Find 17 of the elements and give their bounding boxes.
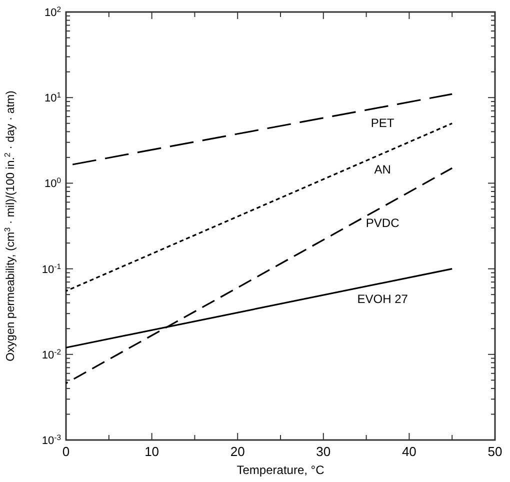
series-label: EVOH 27 <box>357 292 408 306</box>
x-tick-label: 40 <box>402 444 416 459</box>
y-tick-label: 10$^{-3}$ <box>42 432 61 447</box>
x-tick-label: 50 <box>488 444 502 459</box>
y-tick-label: 10$^{0}$ <box>44 176 61 190</box>
y-tick-label: 10$^{-1}$ <box>42 261 61 276</box>
x-tick-label: 0 <box>62 444 70 459</box>
series-label: PET <box>370 116 395 130</box>
x-tick-label: 30 <box>316 444 331 459</box>
y-tick-label: 10$^{2}$ <box>44 4 61 19</box>
y-tick-label: 10$^{1}$ <box>44 90 61 105</box>
series-label: PVDC <box>366 216 400 230</box>
x-axis-title: Temperature, °C <box>236 463 325 477</box>
x-tick-label: 10 <box>144 444 160 459</box>
series-label: AN <box>374 162 391 177</box>
y-tick-label: 10$^{-2}$ <box>42 346 61 362</box>
x-tick-label: 20 <box>230 444 245 459</box>
